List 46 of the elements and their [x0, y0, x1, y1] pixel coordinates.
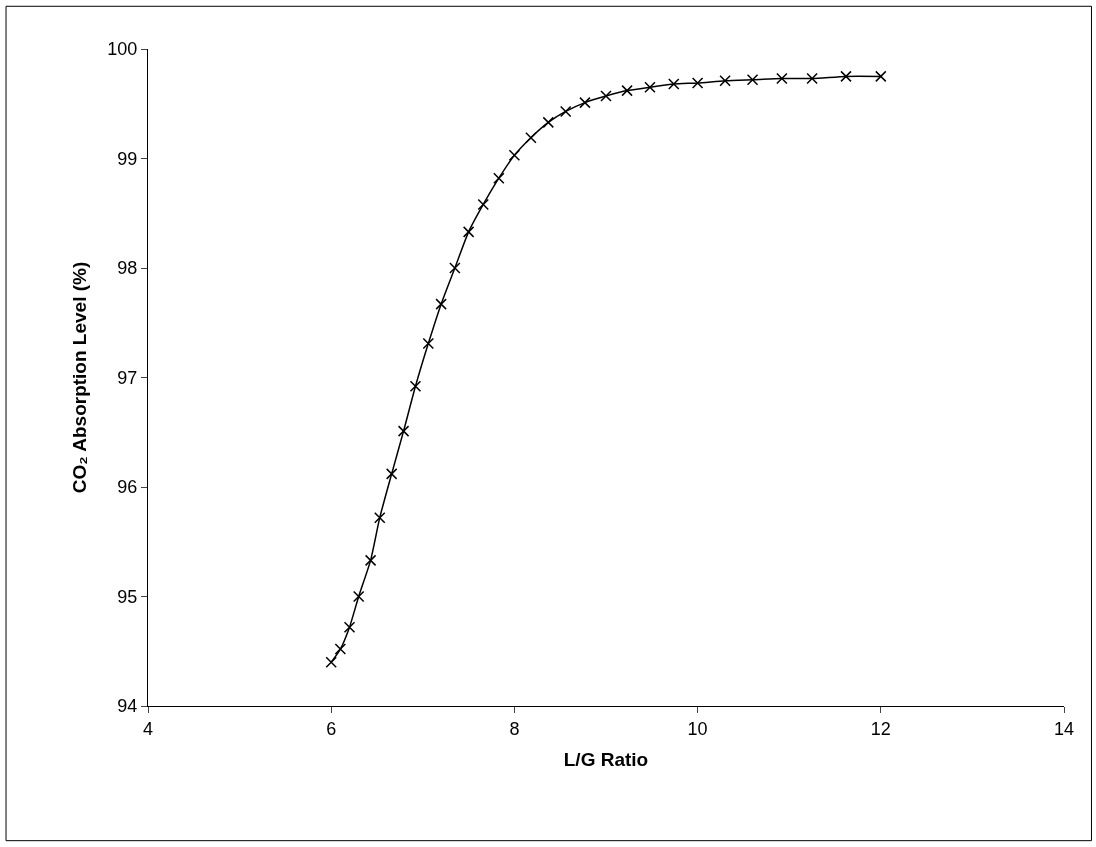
x-tick-label: 6: [326, 718, 337, 739]
point: [559, 105, 572, 118]
point: [493, 172, 505, 184]
point: [776, 72, 788, 85]
x-tick-label: 8: [509, 718, 520, 739]
point: [352, 590, 365, 603]
point: [542, 116, 555, 129]
point: [343, 621, 356, 633]
point: [334, 643, 347, 655]
point: [525, 131, 537, 144]
point: [477, 198, 490, 211]
point: [621, 84, 633, 97]
point: [806, 72, 818, 85]
x-axis-title: L/G Ratio: [563, 749, 649, 771]
point: [508, 149, 521, 161]
point: [385, 468, 398, 480]
point: [462, 226, 475, 238]
point: [719, 75, 731, 87]
point: [644, 81, 656, 94]
x-tick-label: 10: [687, 718, 708, 739]
point: [435, 298, 447, 310]
x-tick-label: 14: [1053, 718, 1075, 739]
point: [374, 511, 386, 524]
point: [409, 380, 422, 393]
point: [397, 425, 410, 437]
point: [840, 70, 852, 83]
point: [449, 262, 461, 274]
point: [325, 656, 337, 668]
point: [746, 73, 759, 86]
point: [579, 96, 591, 109]
point: [691, 77, 704, 89]
y-tick-label: 96: [117, 477, 138, 498]
y-tick-label: 99: [117, 148, 138, 169]
y-axis-title: CO₂ Absorption Level (%): [69, 261, 91, 494]
x-tick-label: 4: [142, 718, 154, 739]
point: [364, 554, 377, 567]
y-tick-label: 94: [117, 696, 138, 717]
y-tick-label: 97: [117, 367, 138, 388]
point: [422, 337, 435, 350]
point: [875, 70, 887, 83]
x-tick-label: 12: [870, 718, 891, 739]
point: [600, 90, 612, 102]
y-tick-label: 100: [107, 39, 138, 60]
point: [668, 78, 680, 90]
y-tick-label: 95: [117, 586, 138, 607]
y-tick-label: 98: [117, 258, 138, 279]
